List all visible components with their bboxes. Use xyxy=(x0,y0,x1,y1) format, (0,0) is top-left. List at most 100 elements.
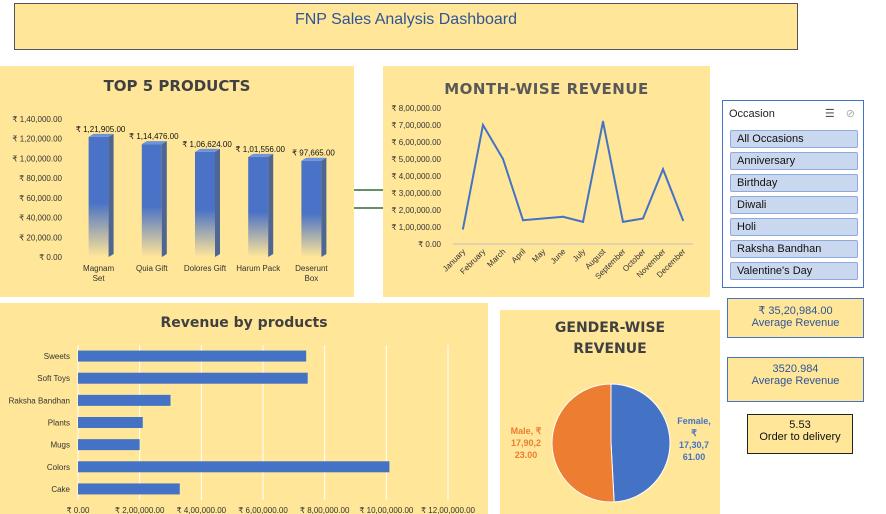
data-label: ₹ 1,06,624.00 xyxy=(182,140,232,149)
y-tick-label: ₹ 1,20,000.00 xyxy=(12,135,62,144)
male-label: Male, ₹ xyxy=(511,426,542,436)
male-label: 17,90,2 xyxy=(511,438,541,448)
y-tick-label: ₹ 1,00,000.00 xyxy=(12,154,62,163)
bar-sweets xyxy=(78,350,307,362)
bar-cake xyxy=(78,483,180,495)
slicer-item-anniversary[interactable]: Anniversary xyxy=(730,152,858,170)
point-april xyxy=(522,219,524,222)
slicer-item-all-occasions[interactable]: All Occasions xyxy=(730,130,858,148)
clear-filter-icon[interactable]: ⊘ xyxy=(845,108,855,120)
bar-top xyxy=(195,148,220,152)
x-tick-label: ₹ 12,00,000.00 xyxy=(421,506,476,514)
x-tick-label: July xyxy=(571,247,587,263)
gender-panel[interactable]: GENDER-WISE REVENUE Female, ₹17,30,7 61.00… xyxy=(500,310,720,514)
occasion-slicer[interactable]: Occasion ☰ ⊘ All Occasions Anniversary B… xyxy=(722,100,864,288)
byproduct-panel[interactable]: Revenue by products ₹ 0.00 ₹ 2,00,000.00 ₹… xyxy=(0,303,488,514)
monthly-title: MONTH-WISE REVENUE xyxy=(444,80,649,98)
y-tick-label: ₹ 6,00,000.00 xyxy=(391,138,441,147)
y-tick-label: Cake xyxy=(51,485,70,494)
bar-colors xyxy=(78,461,390,473)
y-tick-label: ₹ 8,00,000.00 xyxy=(391,104,441,113)
bar-dolores-gift xyxy=(195,151,215,257)
monthly-panel[interactable]: MONTH-WISE REVENUE ₹ 0.00 ₹ 1,00,000.00 ₹ … xyxy=(383,66,710,297)
x-tick-label: ₹ 0.00 xyxy=(67,506,90,514)
slicer-header: Occasion xyxy=(729,108,775,120)
bar-plants xyxy=(78,417,143,428)
slicer-item-raksha-bandhan[interactable]: Raksha Bandhan xyxy=(730,240,858,258)
monthly-chart: ₹ 0.00 ₹ 1,00,000.00 ₹ 2,00,000.00 ₹ 3,00,0… xyxy=(391,104,693,281)
byproduct-title: Revenue by products xyxy=(160,315,328,331)
y-tick-label: ₹ 0.00 xyxy=(418,240,441,249)
bar-side xyxy=(321,157,327,257)
y-tick-label: ₹ 60,000.00 xyxy=(19,194,62,203)
male-label: 23.00 xyxy=(515,450,538,460)
dashboard-title: FNP Sales Analysis Dashboard xyxy=(294,11,518,28)
x-tick-label: Harum Pack xyxy=(236,264,281,273)
top5-chart: ₹ 0.00 ₹ 20,000.00 ₹ 40,000.00 ₹ 60,000.00 ₹… xyxy=(12,115,335,283)
kpi-average-revenue[interactable]: 3520.984 Average Revenue xyxy=(727,357,864,402)
bar-raksha-bandhan xyxy=(78,394,171,406)
point-august xyxy=(602,120,604,123)
top5-panel[interactable]: TOP 5 PRODUCTS ₹ 0.00 ₹ 20,000.00 ₹ 40,000… xyxy=(0,66,354,297)
x-tick-label: March xyxy=(485,247,507,269)
y-tick-label: ₹ 4,00,000.00 xyxy=(391,172,441,181)
y-tick-label: Soft Toys xyxy=(37,374,70,383)
point-february xyxy=(482,124,484,126)
top5-title: TOP 5 PRODUCTS xyxy=(103,77,251,95)
kpi-label: Average Revenue xyxy=(751,375,840,387)
kpi-total-revenue[interactable]: ₹ 35,20,984.00 Average Revenue xyxy=(727,298,864,338)
data-label: ₹ 97,665.00 xyxy=(292,149,335,158)
slicer-item-valentines-day[interactable]: Valentine's Day xyxy=(730,262,858,280)
y-tick-label: Colors xyxy=(47,463,70,472)
kpi-label: Average Revenue xyxy=(751,317,840,329)
bar-top xyxy=(248,153,274,157)
female-label: ₹ xyxy=(691,428,697,438)
data-label: ₹ 1,01,556.00 xyxy=(235,145,285,154)
kpi-value: 5.53 xyxy=(789,419,811,431)
bar-soft-toys xyxy=(78,372,308,384)
y-tick-label: Raksha Bandhan xyxy=(9,396,70,405)
y-tick-label: ₹ 5,00,000.00 xyxy=(391,155,441,164)
female-label: 17,30,7 xyxy=(679,440,709,450)
y-tick-label: ₹ 3,00,000.00 xyxy=(391,189,441,198)
y-tick-label: ₹ 80,000.00 xyxy=(19,174,62,183)
bar-top xyxy=(141,141,167,145)
bar-magnam-set xyxy=(88,136,109,257)
point-november xyxy=(662,168,664,171)
panel-connectors xyxy=(354,189,383,209)
slicer-item-diwali[interactable]: Diwali xyxy=(730,196,858,214)
point-june xyxy=(562,215,564,218)
slicer-toolbar: ☰ ⊘ xyxy=(825,107,855,120)
bar-top xyxy=(88,133,114,137)
y-tick-label: ₹ 0.00 xyxy=(39,253,62,262)
x-tick-label: Quia Gift xyxy=(136,264,168,273)
slicer-item-birthday[interactable]: Birthday xyxy=(730,174,858,192)
bar-side xyxy=(268,153,274,257)
x-tick-label: June xyxy=(549,247,568,266)
revenue-line xyxy=(462,121,684,229)
y-tick-label: Mugs xyxy=(50,441,70,450)
slice-male xyxy=(551,383,615,503)
point-january xyxy=(462,227,464,230)
bar-top xyxy=(301,157,327,161)
x-tick-label: Set xyxy=(93,274,106,283)
point-march xyxy=(502,158,504,160)
gender-chart: Female, ₹17,30,7 61.00 Male, ₹ 17,90,2 23.00 xyxy=(511,383,711,503)
kpi-order-to-delivery[interactable]: 5.53 Order to delivery xyxy=(747,414,853,454)
x-tick-label: ₹ 8,00,000.00 xyxy=(300,506,350,514)
x-tick-label: April xyxy=(510,247,528,265)
dashboard-title-box: FNP Sales Analysis Dashboard xyxy=(14,3,798,50)
multi-select-icon[interactable]: ☰ xyxy=(824,108,835,120)
bar-mugs xyxy=(78,439,140,451)
data-label: ₹ 1,14,476.00 xyxy=(129,132,179,141)
point-july xyxy=(582,220,584,223)
slicer-item-holi[interactable]: Holi xyxy=(730,218,858,236)
kpi-label: Order to delivery xyxy=(759,431,841,443)
gender-title-line2: REVENUE xyxy=(573,341,647,357)
bar-side xyxy=(215,148,220,257)
x-tick-label: ₹ 10,00,000.00 xyxy=(359,506,414,514)
y-tick-label: Plants xyxy=(48,419,70,428)
x-tick-label: Magnam xyxy=(83,264,114,273)
slice-female xyxy=(610,383,671,503)
point-september xyxy=(622,220,624,223)
